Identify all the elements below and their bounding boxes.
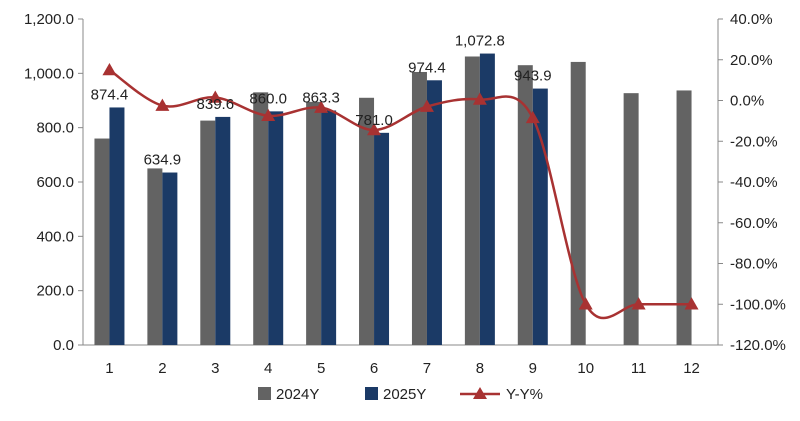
right-tick-label: 40.0% (730, 11, 773, 28)
bars (94, 53, 692, 346)
data-label-2025y: 1,072.8 (455, 33, 505, 50)
data-labels: 874.4 634.9 839.6 860.0 863.3 781.0 974.4 1,072… (91, 33, 552, 169)
legend-label-2025y: 2025Y (383, 386, 426, 403)
yoy-point (578, 297, 593, 310)
bar-2025y (532, 88, 548, 346)
yoy-point (208, 90, 223, 103)
yoy-point (367, 123, 382, 136)
data-label-2025y: 974.4 (408, 59, 446, 76)
left-tick-label: 200.0 (36, 283, 74, 300)
x-tick-label: 2 (158, 360, 166, 377)
bar-2024y (676, 90, 692, 345)
bar-2024y (411, 71, 427, 345)
left-tick-label: 0.0 (53, 337, 74, 354)
bar-2025y (215, 116, 231, 346)
right-tick-label: -40.0% (730, 174, 778, 191)
left-tick-label: 400.0 (36, 228, 74, 245)
yoy-point (314, 100, 329, 113)
right-tick-label: 20.0% (730, 52, 773, 69)
x-tick-label: 5 (317, 360, 325, 377)
x-tick-label: 4 (264, 360, 272, 377)
right-tick-label: -20.0% (730, 133, 778, 150)
data-label-2025y: 943.9 (514, 68, 552, 85)
yoy-point (631, 297, 646, 310)
x-tick-label: 1 (105, 360, 113, 377)
bar-2025y (426, 80, 442, 346)
bar-2024y (464, 56, 480, 346)
data-label-2025y: 874.4 (91, 86, 129, 103)
yoy-point (684, 297, 699, 310)
bar-2024y (359, 97, 375, 346)
legend-marker-yoy (473, 387, 487, 399)
yoy-line (102, 62, 699, 320)
data-label-2025y: 863.3 (302, 89, 340, 106)
axes: 0.0 200.0 400.0 600.0 800.0 1,000.0 1,200.0 -12… (24, 11, 786, 377)
bar-2025y (479, 53, 495, 345)
yoy-point (102, 62, 117, 76)
left-tick-label: 1,200.0 (24, 11, 74, 28)
bar-2025y (374, 132, 390, 345)
x-tick-label: 6 (370, 360, 378, 377)
bar-2025y (268, 111, 284, 345)
x-tick-label: 12 (683, 360, 700, 377)
x-tick-label: 9 (529, 360, 537, 377)
legend-label-2024y: 2024Y (276, 386, 319, 403)
right-tick-label: -80.0% (730, 256, 778, 273)
yoy-point (472, 92, 487, 105)
yoy-point (155, 98, 170, 111)
data-label-2025y: 781.0 (355, 112, 393, 129)
bar-2025y (321, 110, 337, 345)
legend-swatch-2025y (365, 387, 378, 400)
bar-2025y (109, 107, 125, 345)
bar-2025y (162, 172, 178, 345)
x-tick-label: 3 (211, 360, 219, 377)
data-label-2025y: 860.0 (249, 90, 287, 107)
bar-2024y (200, 120, 216, 345)
legend-label-yoy: Y-Y% (506, 386, 543, 403)
yoy-point (261, 108, 276, 122)
data-label-2025y: 634.9 (144, 152, 182, 169)
right-tick-label: -60.0% (730, 215, 778, 232)
yoy-point (419, 99, 434, 112)
bar-2024y (94, 138, 110, 345)
left-tick-label: 1,000.0 (24, 65, 74, 82)
bar-2024y (517, 65, 533, 345)
left-tick-label: 600.0 (36, 174, 74, 191)
data-label-2025y: 839.6 (197, 96, 235, 113)
x-tick-label: 10 (577, 360, 594, 377)
right-tick-label: 0.0% (730, 93, 764, 110)
bar-2024y (623, 93, 639, 345)
right-tick-label: -120.0% (730, 337, 786, 354)
right-tick-label: -100.0% (730, 296, 786, 313)
yoy-point (525, 110, 540, 124)
x-tick-label: 7 (423, 360, 431, 377)
x-tick-label: 8 (476, 360, 484, 377)
bar-2024y (306, 101, 322, 345)
left-tick-label: 800.0 (36, 120, 74, 137)
legend: 2024Y 2025Y Y-Y% (258, 386, 543, 403)
x-tick-label: 11 (631, 360, 647, 377)
bar-2024y (253, 92, 269, 345)
bar-2024y (147, 168, 163, 345)
legend-swatch-2024y (258, 387, 271, 400)
